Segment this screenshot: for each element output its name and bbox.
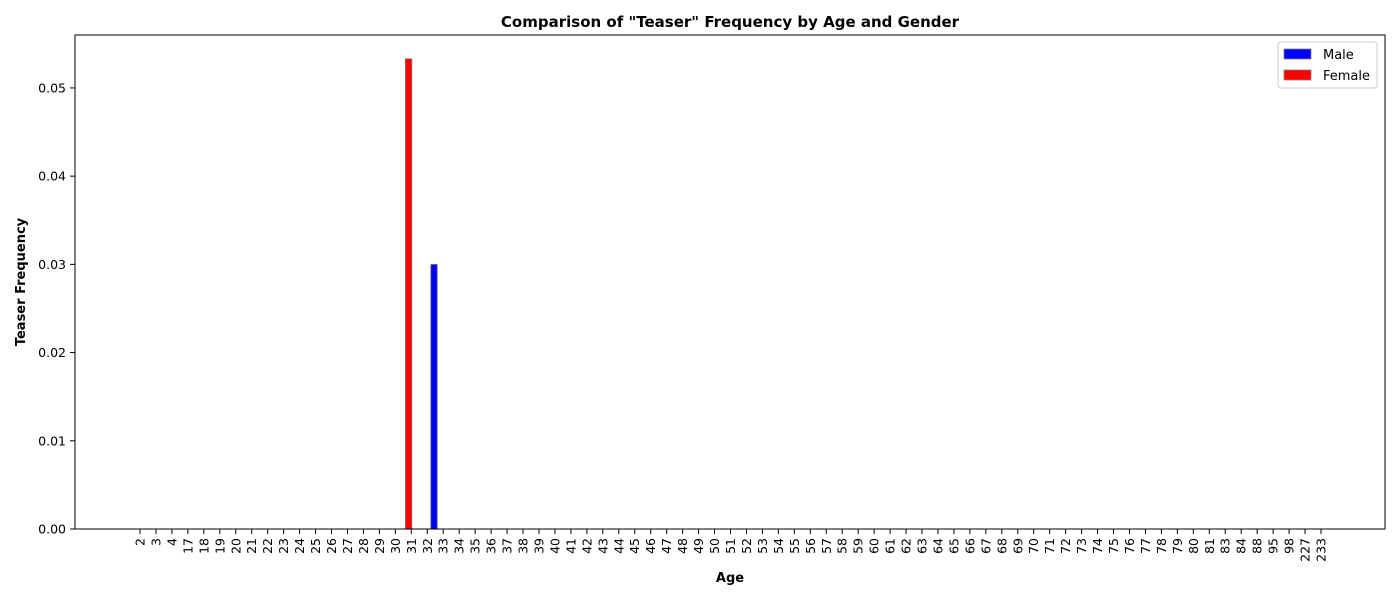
x-tick-label: 72 xyxy=(1058,538,1073,554)
x-tick-label: 22 xyxy=(260,538,275,554)
x-tick-label: 63 xyxy=(915,538,930,554)
x-tick-label: 48 xyxy=(675,538,690,554)
x-tick-label: 233 xyxy=(1314,538,1329,562)
x-tick-label: 78 xyxy=(1154,538,1169,554)
plot-area xyxy=(74,34,1386,530)
x-tick-label: 32 xyxy=(420,538,435,554)
x-tick-label: 73 xyxy=(1074,538,1089,554)
x-tick-label: 44 xyxy=(611,538,626,554)
x-tick-label: 31 xyxy=(404,538,419,554)
x-tick-label: 29 xyxy=(372,538,387,554)
x-tick-label: 60 xyxy=(867,538,882,554)
x-tick-label: 27 xyxy=(340,538,355,554)
x-tick-label: 50 xyxy=(707,538,722,554)
x-tick-label: 43 xyxy=(595,538,610,554)
x-tick-label: 36 xyxy=(484,538,499,554)
x-tick-label: 74 xyxy=(1090,538,1105,554)
x-tick-label: 3 xyxy=(148,538,163,546)
x-tick-label: 83 xyxy=(1218,538,1233,554)
x-tick-label: 52 xyxy=(739,538,754,554)
x-tick-label: 98 xyxy=(1282,538,1297,554)
x-tick-label: 227 xyxy=(1298,538,1313,562)
legend-label-male: Male xyxy=(1323,48,1354,63)
x-tick-label: 53 xyxy=(755,538,770,554)
x-tick-label: 84 xyxy=(1234,538,1249,554)
x-tick-label: 68 xyxy=(994,538,1009,554)
x-tick-label: 55 xyxy=(787,538,802,554)
x-tick-label: 28 xyxy=(356,538,371,554)
x-tick-label: 21 xyxy=(244,538,259,554)
x-tick-label: 88 xyxy=(1250,538,1265,554)
chart-title: Comparison of "Teaser" Frequency by Age … xyxy=(501,13,960,31)
x-tick-label: 47 xyxy=(659,538,674,554)
x-tick-label: 51 xyxy=(723,538,738,554)
bar-male-32 xyxy=(430,263,438,530)
x-axis-label: Age xyxy=(716,571,744,586)
legend-swatch-female xyxy=(1283,69,1312,81)
x-tick-label: 17 xyxy=(180,538,195,554)
y-tick-label: 0.01 xyxy=(38,433,66,448)
x-tick-label: 30 xyxy=(388,538,403,554)
y-tick-label: 0.04 xyxy=(38,169,66,184)
x-tick-label: 67 xyxy=(978,538,993,554)
x-tick-label: 24 xyxy=(292,538,307,554)
x-tick-label: 77 xyxy=(1138,538,1153,554)
x-tick-label: 80 xyxy=(1186,538,1201,554)
x-tick-label: 40 xyxy=(547,538,562,554)
x-tick-label: 45 xyxy=(627,538,642,554)
x-tick-label: 70 xyxy=(1026,538,1041,554)
x-tick-label: 56 xyxy=(803,538,818,554)
legend-label-female: Female xyxy=(1323,69,1370,84)
x-tick-label: 38 xyxy=(516,538,531,554)
y-tick-label: 0.00 xyxy=(38,522,66,537)
x-tick-label: 54 xyxy=(771,538,786,554)
x-tick-label: 41 xyxy=(563,538,578,554)
x-tick-label: 66 xyxy=(962,538,977,554)
x-tick-label: 33 xyxy=(436,538,451,554)
legend: Male Female xyxy=(1277,41,1378,89)
x-tick-label: 20 xyxy=(228,538,243,554)
x-tick-label: 18 xyxy=(196,538,211,554)
x-tick-label: 19 xyxy=(212,538,227,554)
x-tick-label: 81 xyxy=(1202,538,1217,554)
x-tick-label: 39 xyxy=(531,538,546,554)
x-tick-label: 35 xyxy=(468,538,483,554)
x-axis-ticks: 2 3 4 17 18 19 20 21 22 23 24 25 26 27 28 29 30 31 32 33 34 3… xyxy=(133,529,1329,562)
x-tick-label: 2 xyxy=(133,538,148,546)
x-tick-label: 65 xyxy=(946,538,961,554)
x-tick-label: 23 xyxy=(276,538,291,554)
x-tick-label: 25 xyxy=(308,538,323,554)
x-tick-label: 58 xyxy=(835,538,850,554)
x-tick-label: 34 xyxy=(452,538,467,554)
x-tick-label: 46 xyxy=(643,538,658,554)
y-tick-label: 0.05 xyxy=(38,80,66,95)
x-tick-label: 62 xyxy=(899,538,914,554)
y-tick-label: 0.02 xyxy=(38,345,66,360)
plot-frame xyxy=(74,34,1386,530)
y-axis-label: Teaser Frequency xyxy=(14,217,29,346)
x-tick-label: 61 xyxy=(883,538,898,554)
x-tick-label: 75 xyxy=(1106,538,1121,554)
x-tick-label: 95 xyxy=(1266,538,1281,554)
x-tick-label: 4 xyxy=(164,538,179,546)
x-tick-label: 49 xyxy=(691,538,706,554)
x-tick-label: 26 xyxy=(324,538,339,554)
y-axis-ticks: 0.00 0.01 0.02 0.03 0.04 0.05 xyxy=(38,80,75,537)
x-tick-label: 57 xyxy=(819,538,834,554)
x-tick-label: 69 xyxy=(1010,538,1025,554)
bar-female-31 xyxy=(404,58,413,530)
x-tick-label: 64 xyxy=(930,538,945,554)
x-tick-label: 71 xyxy=(1042,538,1057,554)
x-tick-label: 42 xyxy=(579,538,594,554)
x-tick-label: 59 xyxy=(851,538,866,554)
legend-swatch-male xyxy=(1283,48,1312,60)
y-tick-label: 0.03 xyxy=(38,257,66,272)
x-tick-label: 79 xyxy=(1170,538,1185,554)
x-tick-label: 76 xyxy=(1122,538,1137,554)
x-tick-label: 37 xyxy=(500,538,515,554)
